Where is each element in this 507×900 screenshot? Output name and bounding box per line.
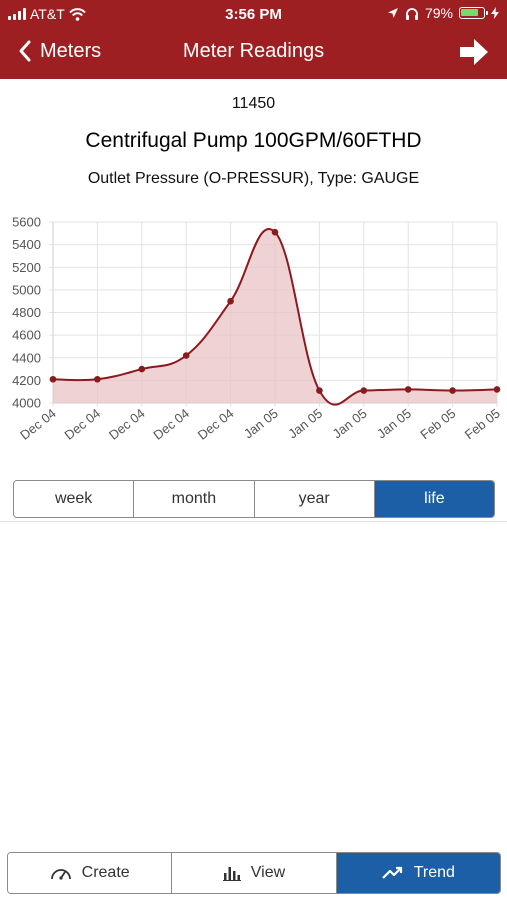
- data-point: [138, 365, 146, 373]
- location-icon: [387, 8, 398, 18]
- range-button-life[interactable]: life: [374, 481, 494, 517]
- trend-chart: 560054005200500048004600440042004000Dec …: [12, 215, 503, 443]
- bar-chart-icon: [222, 867, 241, 881]
- headphones-icon: [405, 7, 418, 20]
- range-button-week[interactable]: week: [14, 481, 135, 517]
- y-tick-label: 4200: [12, 373, 41, 388]
- data-point: [227, 297, 234, 305]
- wifi-icon: [69, 7, 86, 21]
- data-point: [49, 375, 57, 383]
- status-time: 3:56 PM: [225, 6, 282, 23]
- meter-id: 11450: [231, 95, 276, 112]
- x-tick-label: Dec 04: [106, 406, 148, 443]
- x-tick-label: Jan 05: [285, 406, 325, 442]
- x-tick-label: Jan 05: [374, 406, 414, 442]
- data-point: [271, 228, 279, 236]
- battery-icon: [459, 7, 488, 19]
- y-tick-label: 4400: [12, 350, 41, 365]
- arrow-right-icon: [460, 39, 488, 65]
- x-tick-label: Dec 04: [62, 406, 104, 443]
- x-tick-label: Jan 05: [241, 406, 281, 442]
- status-right: 79%: [387, 5, 499, 21]
- app-header: AT&T 3:56 PM 79%: [0, 0, 507, 79]
- y-tick-label: 5200: [12, 260, 41, 275]
- y-tick-label: 5000: [12, 282, 41, 297]
- x-tick-label: Feb 05: [462, 406, 503, 443]
- charging-icon: [491, 7, 499, 19]
- range-button-year[interactable]: year: [254, 481, 375, 517]
- y-tick-label: 5400: [12, 237, 41, 252]
- gauge-icon: [50, 869, 71, 880]
- y-tick-label: 4000: [12, 396, 41, 411]
- view-button-label: View: [250, 864, 286, 881]
- trend-button[interactable]: Trend: [336, 853, 500, 893]
- meter-name: Centrifugal Pump 100GPM/60FTHD: [85, 129, 422, 152]
- range-selector: week month year life: [13, 480, 495, 518]
- back-button[interactable]: Meters: [18, 39, 101, 63]
- data-point: [316, 387, 323, 394]
- y-tick-label: 4600: [12, 328, 41, 343]
- signal-icon: [8, 8, 26, 20]
- reading-description: Outlet Pressure (O-PRESSUR), Type: GAUGE: [87, 170, 420, 187]
- create-button-label: Create: [81, 864, 130, 881]
- bottom-toolbar: Create View Trend: [7, 852, 501, 894]
- forward-button[interactable]: [459, 38, 489, 71]
- trend-button-label: Trend: [413, 864, 455, 881]
- x-tick-label: Dec 04: [150, 406, 192, 443]
- data-point: [360, 387, 368, 394]
- trend-up-icon: [381, 866, 402, 879]
- status-left: AT&T: [8, 6, 86, 22]
- battery-percent: 79%: [424, 5, 453, 21]
- data-point: [449, 387, 456, 394]
- data-point: [493, 386, 501, 393]
- create-button[interactable]: Create: [8, 853, 173, 893]
- data-point: [182, 352, 190, 359]
- carrier-label: AT&T: [30, 6, 65, 22]
- chevron-left-icon: [19, 40, 31, 62]
- view-button[interactable]: View: [172, 853, 337, 893]
- back-button-label: Meters: [40, 39, 102, 62]
- status-bar: AT&T 3:56 PM 79%: [0, 0, 507, 28]
- y-tick-label: 4800: [12, 305, 41, 320]
- divider: [0, 521, 507, 522]
- x-tick-label: Dec 04: [195, 406, 237, 443]
- range-button-month[interactable]: month: [134, 481, 255, 517]
- navigation-bar: Meters Meter Readings: [0, 28, 507, 79]
- data-point: [404, 386, 412, 393]
- data-point: [94, 375, 101, 383]
- y-tick-label: 5600: [12, 215, 41, 230]
- x-tick-label: Jan 05: [330, 406, 370, 442]
- x-tick-label: Feb 05: [417, 406, 458, 443]
- x-tick-label: Dec 04: [17, 406, 59, 443]
- battery-level-fill: [461, 9, 478, 16]
- series-area: [53, 229, 497, 405]
- page-title: Meter Readings: [182, 40, 325, 62]
